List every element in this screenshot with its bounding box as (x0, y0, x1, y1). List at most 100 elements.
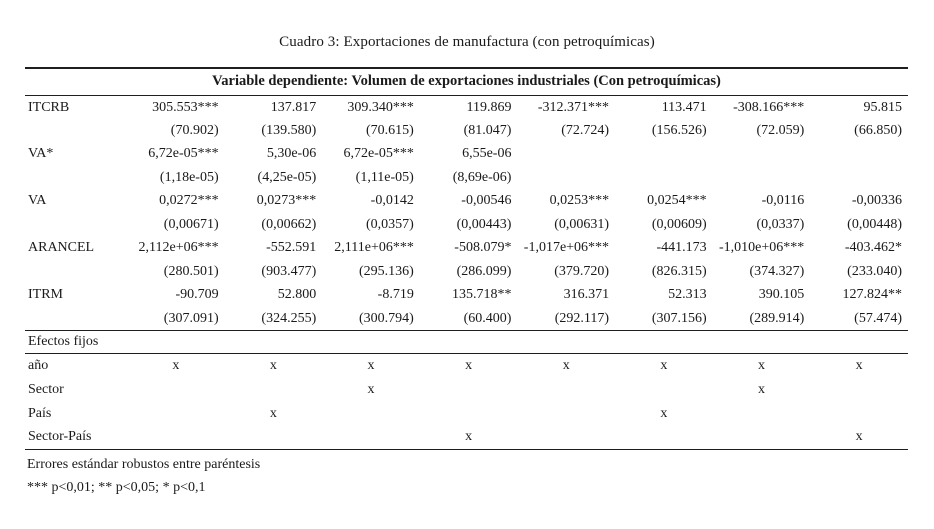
coefficient-row: ITRM -90.709 52.800 -8.719 135.718** 316.371 5… (25, 284, 908, 308)
standard-error-value: (70.615) (366, 122, 414, 138)
fixed-effect-mark (322, 402, 420, 426)
fixed-effect-row: País x x (25, 402, 908, 426)
coefficient-value: 0,0254*** (647, 193, 707, 209)
fixed-effect-mark: x (269, 357, 277, 373)
dependent-variable-header: Variable dependiente: Volumen de exporta… (25, 67, 908, 96)
fixed-effect-label: Sector (28, 381, 64, 397)
coefficient-value: -0,00336 (851, 193, 902, 209)
fixed-effect-label: Sector-País (25, 425, 128, 450)
standard-error-value: (0,0357) (366, 216, 414, 232)
standard-error-value: (0,0337) (756, 216, 805, 232)
fixed-effect-label: País (28, 405, 52, 421)
standard-error-value: (292.117) (554, 310, 610, 326)
fixed-effect-label: año (28, 357, 49, 373)
standard-error-value: (379.720) (554, 263, 610, 279)
coefficient-row: ITCRB 305.553*** 137.817 309.340*** 119.869 -… (25, 96, 908, 120)
standard-error-value: (139.580) (261, 122, 317, 138)
standard-error-row: (1,18e-05) (4,25e-05) (1,11e-05) (8,69e-06) (25, 166, 908, 190)
fixed-effect-mark (810, 378, 908, 402)
fixed-effect-row: Sector-País x x (25, 425, 908, 450)
variable-label: ARANCEL (28, 240, 95, 256)
fixed-effect-mark (224, 425, 323, 450)
variable-label: VA* (28, 146, 54, 162)
standard-error-value: (300.794) (359, 310, 414, 326)
standard-error-value: (0,00631) (554, 216, 610, 232)
coefficient-value: 5,30e-06 (266, 146, 317, 162)
fixed-effect-mark: x (419, 425, 518, 450)
coefficient-value: -0,0116 (761, 193, 805, 209)
regression-table: Variable dependiente: Volumen de exporta… (25, 67, 908, 450)
fixed-effect-mark: x (757, 381, 765, 397)
coefficient-value: 305.553*** (152, 99, 219, 115)
empty-label (25, 307, 127, 331)
coefficient-value: 0,0273*** (256, 193, 317, 209)
standard-error-value: (0,00448) (847, 216, 902, 232)
standard-error-value: (60.400) (463, 310, 512, 326)
fixed-effect-mark (517, 378, 615, 402)
coefficient-value: 2,111e+06*** (334, 240, 414, 256)
standard-error-value: (57.474) (854, 310, 902, 326)
coefficient-value: 6,55e-06 (462, 146, 512, 162)
coefficient-value: 390.105 (758, 287, 805, 303)
standard-error-row: (70.902) (139.580) (70.615) (81.047) (72.724… (25, 119, 908, 143)
empty-label (25, 166, 127, 190)
fixed-effect-row: año x x x x x x x x (25, 354, 908, 378)
coefficient-row: VA 0,0272*** 0,0273*** -0,0142 -0,00546 0,025… (25, 190, 908, 214)
standard-error-value: (903.477) (261, 263, 317, 279)
standard-error-value (713, 166, 811, 190)
coefficient-value: -0,00546 (461, 193, 512, 209)
empty-label (25, 119, 127, 143)
standard-error-value: (0,00671) (163, 216, 219, 232)
fixed-effect-mark (225, 378, 323, 402)
standard-error-row: (280.501) (903.477) (295.136) (286.099) (379… (25, 260, 908, 284)
coefficient-value: 2,112e+06*** (138, 240, 219, 256)
coefficient-value: -308.166*** (733, 99, 805, 115)
note-significance: *** p<0,01; ** p<0,05; * p<0,1 (27, 480, 206, 495)
fixed-effect-mark: x (269, 405, 277, 421)
standard-error-row: (307.091) (324.255) (300.794) (60.400) (292.… (25, 307, 908, 331)
standard-error-value (615, 166, 713, 190)
fixed-effect-mark: x (562, 357, 570, 373)
coefficient-value: 113.471 (661, 99, 707, 115)
fixed-effect-mark (615, 378, 713, 402)
standard-error-value: (233.040) (847, 263, 902, 279)
standard-error-value: (1,11e-05) (355, 169, 414, 185)
coefficient-value: -90.709 (175, 287, 219, 303)
coefficient-value: 95.815 (863, 99, 903, 115)
coefficient-value (713, 143, 811, 167)
standard-error-value: (66.850) (854, 122, 902, 138)
coefficient-value: 309.340*** (347, 99, 414, 115)
standard-error-value: (286.099) (456, 263, 512, 279)
standard-error-value: (324.255) (261, 310, 317, 326)
coefficient-value: 135.718** (451, 287, 512, 303)
variable-label: ITRM (28, 287, 63, 303)
fixed-effect-mark: x (465, 357, 473, 373)
fixed-effect-mark: x (660, 405, 668, 421)
standard-error-value: (295.136) (359, 263, 414, 279)
standard-error-value: (70.902) (170, 122, 219, 138)
fixed-effects-header-row: Efectos fijos (25, 330, 908, 354)
coefficient-row: ARANCEL 2,112e+06*** -552.591 2,111e+06*** -… (25, 237, 908, 261)
fixed-effect-mark (322, 425, 420, 450)
coefficient-value: 0,0253*** (549, 193, 610, 209)
coefficient-value: 52.313 (668, 287, 707, 303)
standard-error-value (810, 166, 908, 190)
coefficient-value: 137.817 (270, 99, 317, 115)
coefficient-value: -403.462* (844, 240, 902, 256)
fixed-effect-mark (127, 425, 225, 450)
standard-error-value: (4,25e-05) (257, 169, 317, 185)
standard-error-value: (0,00609) (651, 216, 707, 232)
coefficient-value: 119.869 (466, 99, 512, 115)
fixed-effect-row: Sector x x (25, 378, 908, 402)
fixed-effect-mark (517, 425, 616, 450)
fixed-effect-mark: x (757, 357, 765, 373)
standard-error-value: (307.091) (163, 310, 219, 326)
variable-label: VA (28, 193, 47, 209)
dependent-variable-row: Variable dependiente: Volumen de exporta… (25, 67, 908, 96)
coefficient-value: -0,0142 (370, 193, 414, 209)
standard-error-value: (0,00662) (261, 216, 317, 232)
fixed-effect-mark: x (855, 357, 863, 373)
coefficient-value: 127.824** (842, 287, 903, 303)
coefficient-value: -508.079* (454, 240, 512, 256)
standard-error-row: (0,00671) (0,00662) (0,0357) (0,00443) (0,00… (25, 213, 908, 237)
